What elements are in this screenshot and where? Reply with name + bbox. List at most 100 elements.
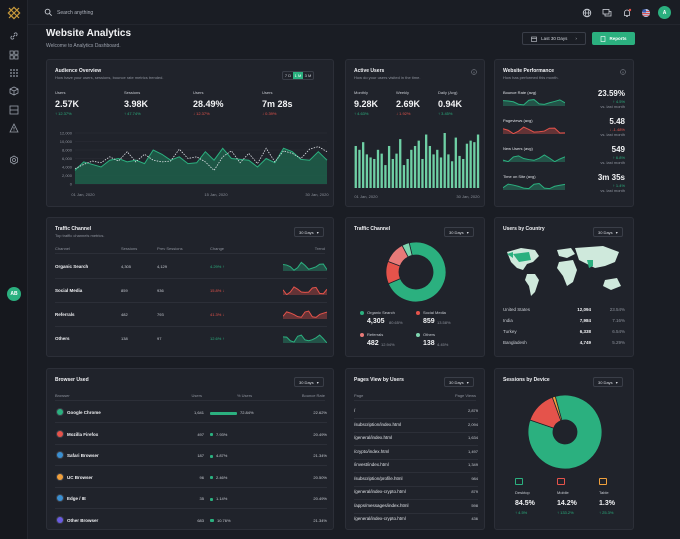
grid-icon[interactable] <box>9 50 19 60</box>
metric-change: ↓ -1.48% <box>609 127 625 132</box>
range-label: 30 Days <box>449 229 464 235</box>
table-row[interactable]: Safari Browser 187 4.87% 21.34% <box>47 446 335 466</box>
search-input[interactable] <box>57 7 217 18</box>
device-value: 1.3% <box>599 500 615 507</box>
info-icon[interactable] <box>620 69 626 75</box>
range-1m[interactable]: 1 M <box>293 72 303 79</box>
table-row[interactable]: /crypto/index.html 1,497 <box>346 447 486 460</box>
south-america-shape <box>525 274 539 296</box>
table-row[interactable]: Referrals 482 793 41.3% ↓ <box>47 303 335 327</box>
browser-percent: 4.87% <box>216 453 228 458</box>
divider <box>354 431 478 433</box>
apps-icon[interactable] <box>9 68 19 78</box>
bar <box>384 165 387 188</box>
donut-slice <box>551 395 563 422</box>
link-icon[interactable] <box>9 31 19 41</box>
stat-change: ↑ 3.45% <box>438 111 453 116</box>
table-row[interactable]: Mozilla Firefox 497 7.93% 20.49% <box>47 425 335 445</box>
alert-icon[interactable] <box>9 123 19 133</box>
divider <box>55 465 327 466</box>
chevron-down-icon: ▾ <box>316 379 319 385</box>
us-highlight <box>513 252 531 262</box>
percent-bar <box>210 497 213 501</box>
stat-change: ↑ 4.63% <box>354 111 369 116</box>
range-dropdown[interactable]: 30 Days ▾ <box>294 227 324 237</box>
browser-percent: 7.93% <box>216 431 228 437</box>
stat-value: 2.57K <box>55 99 80 109</box>
table-row[interactable]: / 2,879 <box>346 406 486 419</box>
table-row[interactable]: /invest/index.html 1,349 <box>346 460 486 473</box>
table-row[interactable]: /apps/messages/index.html 598 <box>346 501 486 514</box>
range-dropdown[interactable]: 30 Days ▾ <box>593 377 623 387</box>
metric-sparkline <box>502 153 566 163</box>
range-dropdown[interactable]: 30 Days ▾ <box>444 227 474 237</box>
range-dropdown[interactable]: 30 Days ▾ <box>444 377 474 387</box>
bell-icon[interactable] <box>622 8 632 18</box>
globe-icon[interactable] <box>582 8 592 18</box>
sessions-by-device-card: Sessions by Device 30 Days ▾ Desktop 84.5%… <box>494 368 634 530</box>
browser-icon <box>57 409 63 415</box>
metric-label: Bounce Rate (avg) <box>503 90 537 95</box>
donut-slice <box>528 395 602 469</box>
africa-shape <box>557 260 577 286</box>
bar <box>450 161 454 188</box>
range-dropdown[interactable]: 30 Days ▾ <box>593 227 623 237</box>
user-avatar[interactable]: AB <box>7 287 21 301</box>
range-7d[interactable]: 7 D <box>284 73 292 78</box>
legend-dot <box>360 332 364 337</box>
device-label: Mobile <box>557 490 569 495</box>
device-change: ↑ 25.3% <box>599 510 614 515</box>
table-row[interactable]: /subscription/index.html 2,094 <box>346 420 486 433</box>
traffic-channel-table-card: Traffic Channel Top traffic channels met… <box>46 217 334 357</box>
country-users: 4,749 <box>579 340 591 345</box>
change-value: 12.6% ↑ <box>210 336 225 341</box>
card-title: Audience Overview <box>55 68 102 74</box>
bar <box>399 139 402 188</box>
india-highlight <box>587 260 593 268</box>
table-row[interactable]: /general/index-crypto.html 879 <box>346 487 486 500</box>
range-3m[interactable]: 3 M <box>304 73 312 78</box>
flag-icon[interactable] <box>641 8 651 18</box>
page-path: /general/index.html <box>354 435 393 440</box>
page-views: 879 <box>471 489 478 494</box>
device-donut-chart <box>528 395 602 469</box>
device-value: 84.5% <box>515 500 535 507</box>
y-tick-label: 0 <box>70 182 73 187</box>
table-row[interactable]: Others 138 97 12.6% ↑ <box>47 327 335 351</box>
logo-icon[interactable] <box>7 6 21 20</box>
settings-icon[interactable] <box>9 155 19 165</box>
browser-users: 187 <box>197 453 204 458</box>
list-icon[interactable] <box>9 105 19 115</box>
donut-slice <box>401 242 413 258</box>
table-row[interactable]: /general/index-crypto.html 436 <box>346 514 486 527</box>
table-row[interactable]: Edge / IE 35 1.14% 20.49% <box>47 489 335 509</box>
table-row[interactable]: Organic Search 4,305 4,129 4.29% ↑ <box>47 255 335 279</box>
date-range-label: Last 30 Days <box>541 36 568 41</box>
date-range-button[interactable]: Last 30 Days › <box>522 32 586 45</box>
card-title: Traffic Channel <box>55 226 92 232</box>
stat-change: ↓ 0.39% <box>262 111 277 116</box>
chat-icon[interactable] <box>602 8 612 18</box>
table-row[interactable]: UC Browser 96 2.46% 20.50% <box>47 468 335 488</box>
profile-avatar[interactable]: A <box>658 6 671 19</box>
country-percent: 7.16% <box>612 318 625 323</box>
reports-button[interactable]: Reports <box>592 32 635 45</box>
divider <box>55 278 327 279</box>
table-row[interactable]: Social Media 859 936 15.8% ↓ <box>47 279 335 303</box>
chevron-right-icon: › <box>575 36 577 41</box>
range-dropdown[interactable]: 30 Days ▾ <box>294 377 324 387</box>
table-row[interactable]: Google Chrome 1,641 72.84% 22.62% <box>47 403 335 423</box>
y-tick-label: 6,000 <box>62 156 73 161</box>
alaska-highlight <box>507 252 513 258</box>
change-value: 41.3% ↓ <box>210 312 225 317</box>
table-row[interactable]: Other Browser 683 10.76% 21.34% <box>47 511 335 531</box>
table-row[interactable]: /general/index.html 1,634 <box>346 433 486 446</box>
stat-label: Users <box>193 90 204 95</box>
browser-bounce: 21.34% <box>313 453 327 458</box>
channel-name: Organic Search <box>55 264 89 269</box>
browser-bounce: 21.34% <box>313 517 327 523</box>
table-row[interactable]: /subscription/profile.html 984 <box>346 474 486 487</box>
info-icon[interactable] <box>471 69 477 75</box>
page-path: /apps/messages/index.html <box>354 502 409 508</box>
box-icon[interactable] <box>9 86 19 96</box>
